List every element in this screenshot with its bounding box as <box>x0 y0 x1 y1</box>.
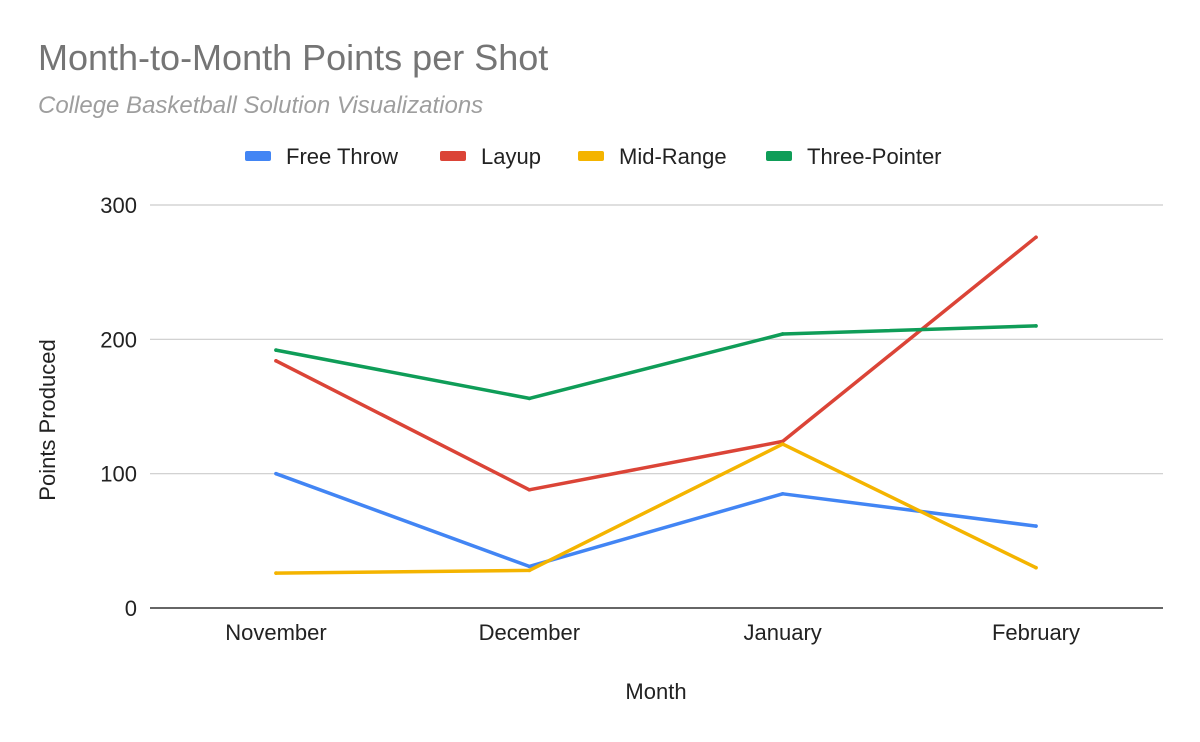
x-tick-label: February <box>992 620 1080 645</box>
chart-legend: Free Throw Layup Mid-Range Three-Pointer <box>245 144 942 169</box>
data-point <box>780 442 785 446</box>
chart-subtitle: College Basketball Solution Visualizatio… <box>38 92 483 119</box>
y-tick-label: 100 <box>100 462 137 487</box>
data-point <box>527 564 532 569</box>
series-line-mid-range <box>274 442 1038 575</box>
grid-lines <box>150 204 1163 609</box>
legend-swatch <box>440 151 466 161</box>
data-point <box>274 471 278 476</box>
data-point <box>274 348 278 352</box>
data-point <box>274 359 278 363</box>
series-line-layup <box>274 235 1038 492</box>
data-point <box>1034 524 1038 528</box>
y-tick-label: 300 <box>100 193 137 218</box>
data-point <box>1034 565 1038 570</box>
legend-label: Layup <box>481 144 541 169</box>
legend-label: Three-Pointer <box>807 144 942 169</box>
legend-item: Three-Pointer <box>766 144 942 169</box>
data-point <box>1034 324 1038 328</box>
x-tick-label: January <box>744 620 822 645</box>
data-point <box>527 487 532 492</box>
x-tick-label: December <box>479 620 580 645</box>
data-point <box>1034 235 1038 240</box>
data-point <box>780 492 785 496</box>
legend-swatch <box>245 151 271 161</box>
legend-item: Free Throw <box>245 144 398 169</box>
legend-item: Layup <box>440 144 541 169</box>
data-point <box>780 439 785 444</box>
x-tick-label: November <box>225 620 326 645</box>
data-point <box>527 396 532 401</box>
series-lines <box>274 235 1038 575</box>
legend-swatch <box>766 151 792 161</box>
y-tick-label: 200 <box>100 327 137 352</box>
legend-swatch <box>578 151 604 161</box>
chart-title: Month-to-Month Points per Shot <box>38 37 548 78</box>
x-axis-ticks: November December January February <box>225 620 1080 645</box>
y-tick-label: 0 <box>125 596 137 621</box>
data-point <box>780 332 785 336</box>
legend-label: Free Throw <box>286 144 398 169</box>
legend-item: Mid-Range <box>578 144 727 169</box>
legend-label: Mid-Range <box>619 144 727 169</box>
data-point <box>527 568 532 573</box>
y-axis-ticks: 0 100 200 300 <box>100 193 137 621</box>
x-axis-label: Month <box>625 679 686 704</box>
series-line-free-throw <box>274 471 1038 569</box>
y-axis-label: Points Produced <box>35 339 60 500</box>
data-point <box>274 571 278 575</box>
series-line-three-pointer <box>274 324 1038 401</box>
